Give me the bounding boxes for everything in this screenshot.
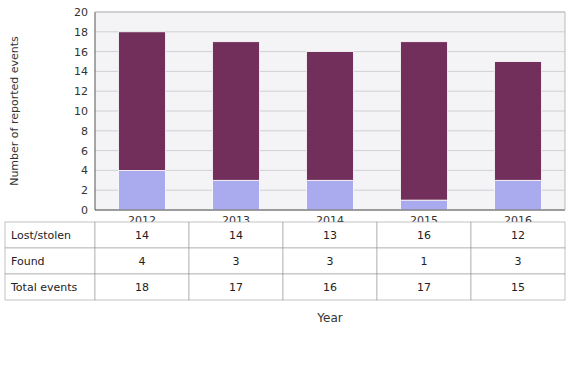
table-value: 14: [135, 229, 149, 242]
table-value: 16: [417, 229, 431, 242]
table-cell: [5, 274, 95, 300]
bar-segment: [213, 180, 260, 210]
y-tick-label: 2: [81, 184, 88, 197]
table-value: 17: [229, 281, 243, 294]
table-value: 17: [417, 281, 431, 294]
table-cell: [5, 222, 95, 248]
table-value: 3: [515, 255, 522, 268]
table-cell: [471, 222, 565, 248]
table-value: 12: [511, 229, 525, 242]
table-cell: [189, 274, 283, 300]
plot-frame: [565, 12, 566, 210]
table-value: 13: [323, 229, 337, 242]
table-cell: [95, 274, 189, 300]
y-tick-label: 10: [74, 105, 88, 118]
bar-segment: [119, 32, 166, 171]
table-value: 18: [135, 281, 149, 294]
table-value: 3: [327, 255, 334, 268]
y-tick-label: 0: [81, 204, 88, 217]
bar-segment: [307, 180, 354, 210]
bar-segment: [401, 42, 448, 200]
table-cell: [283, 248, 377, 274]
grid-line: [95, 210, 565, 211]
table-cell: [377, 222, 471, 248]
table-cell: [471, 274, 565, 300]
table-cell: [189, 248, 283, 274]
table-value: 15: [511, 281, 525, 294]
table-value: 3: [233, 255, 240, 268]
table-value: 14: [229, 229, 243, 242]
table-cell: [283, 274, 377, 300]
table-cell: [189, 222, 283, 248]
table-cell: [5, 248, 95, 274]
x-axis-label: Year: [316, 311, 342, 325]
table-cell: [283, 222, 377, 248]
y-tick-label: 16: [74, 46, 88, 59]
bar-segment: [401, 200, 448, 210]
table-value: 4: [139, 255, 146, 268]
bar-segment: [213, 42, 260, 181]
table-cell: [95, 222, 189, 248]
bar-segment: [119, 170, 166, 210]
x-axis-line: [95, 210, 565, 211]
table-value: 1: [421, 255, 428, 268]
bar-segment: [495, 180, 542, 210]
bar-segment: [495, 62, 542, 181]
y-tick-label: 18: [74, 26, 88, 39]
y-axis-label: Number of reported events: [8, 36, 21, 186]
table-cell: [377, 274, 471, 300]
y-tick-label: 14: [74, 65, 88, 78]
y-tick-label: 8: [81, 125, 88, 138]
y-axis-line: [95, 12, 96, 210]
plot-area: [95, 12, 565, 210]
grid-line: [95, 12, 565, 13]
table-value: 16: [323, 281, 337, 294]
bars: [119, 32, 542, 210]
table-cell: [95, 248, 189, 274]
chart: 02468101214161820Number of reported even…: [0, 0, 579, 365]
y-tick-label: 6: [81, 145, 88, 158]
y-tick-label: 12: [74, 85, 88, 98]
table-cell: [377, 248, 471, 274]
table-row-label: Lost/stolen: [11, 229, 71, 242]
bar-segment: [307, 52, 354, 181]
table-row-label: Found: [11, 255, 45, 268]
plot-frame: [95, 12, 565, 13]
y-tick-label: 4: [81, 164, 88, 177]
table-row-label: Total events: [10, 281, 78, 294]
y-tick-label: 20: [74, 6, 88, 19]
table-cell: [471, 248, 565, 274]
